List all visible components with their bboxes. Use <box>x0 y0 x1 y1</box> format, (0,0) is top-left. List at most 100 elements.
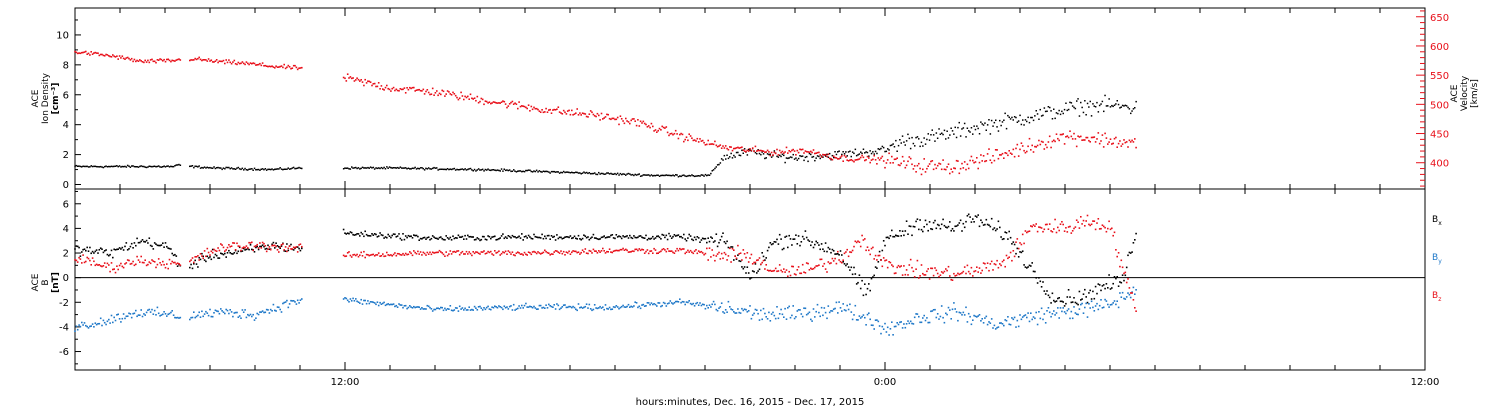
bx-series-point <box>515 237 518 239</box>
bx-series-point <box>116 248 118 251</box>
density-series-point <box>658 175 661 177</box>
bx-series-point <box>242 247 245 250</box>
bz-series-point <box>85 260 87 263</box>
by-series-point <box>615 305 618 307</box>
bz-series-point <box>706 247 708 250</box>
by-series-point <box>517 307 519 310</box>
velocity-series-point <box>118 55 121 57</box>
density-series-point <box>970 127 973 129</box>
bz-series-point <box>99 265 102 267</box>
density-series-point <box>191 165 194 167</box>
by-series-point <box>386 303 388 306</box>
bz-series-point <box>876 259 878 261</box>
velocity-series-point <box>406 87 408 89</box>
by-series-point <box>164 313 167 315</box>
velocity-series-point <box>530 105 533 108</box>
density-series-point <box>398 167 400 169</box>
by-series-point <box>409 305 411 307</box>
by-series-point <box>148 308 151 311</box>
bx-series-point <box>1034 270 1036 273</box>
density-series-point <box>506 169 508 171</box>
bz-series-point <box>458 253 461 256</box>
bz-series-point <box>974 270 977 272</box>
velocity-series-point <box>593 115 596 117</box>
velocity-series-point <box>133 58 136 61</box>
bz-series-point <box>473 252 476 255</box>
density-series-point <box>976 125 978 127</box>
bz-series-point <box>826 271 828 273</box>
bx-series-point <box>75 245 78 247</box>
bz-series-point <box>1011 259 1013 262</box>
bx-series-point <box>1092 290 1094 293</box>
by-series-point <box>469 309 472 311</box>
by-series-point <box>512 303 515 306</box>
bz-series-point <box>646 249 649 251</box>
velocity-series-point <box>553 108 555 111</box>
by-series-point <box>723 312 726 314</box>
by-series-point <box>696 301 699 304</box>
bz-series-point <box>923 274 925 276</box>
by-series-point <box>430 308 433 310</box>
bz-series-point <box>905 269 908 271</box>
by-series-point <box>842 303 844 305</box>
by-series-point <box>634 301 636 303</box>
bz-series-point <box>171 260 173 263</box>
density-tick-label: 8 <box>63 60 69 71</box>
bz-series-point <box>141 261 144 264</box>
density-series-point <box>540 170 542 173</box>
velocity-series-point <box>215 59 218 61</box>
bz-series-point <box>209 254 211 256</box>
velocity-series-point <box>498 102 500 104</box>
by-series-point <box>826 317 828 320</box>
bz-series-point <box>1028 230 1031 232</box>
density-series-point <box>683 174 685 176</box>
bz-series-point <box>224 250 226 252</box>
bx-series-point <box>859 287 862 290</box>
velocity-series-point <box>175 59 178 61</box>
velocity-series-point <box>584 113 587 115</box>
bz-series-point <box>257 247 260 249</box>
bx-series-point <box>155 243 157 245</box>
density-series-point <box>846 155 848 157</box>
velocity-series-point <box>947 163 950 165</box>
bx-series-point <box>963 226 966 229</box>
by-series-point <box>241 309 244 311</box>
velocity-series-point <box>404 92 407 94</box>
velocity-series-point <box>854 159 857 161</box>
by-series-point <box>554 308 557 310</box>
density-series-point <box>264 168 267 170</box>
velocity-series-point <box>1001 152 1004 155</box>
velocity-series-point <box>751 147 754 149</box>
bz-series-point <box>552 253 554 255</box>
bz-series-point <box>450 253 453 255</box>
bx-series-point <box>1065 302 1067 305</box>
by-series-point <box>741 307 743 310</box>
bz-series-point <box>533 250 535 253</box>
velocity-series-point <box>704 144 707 146</box>
by-series-point <box>400 304 403 306</box>
velocity-series-point <box>557 106 560 108</box>
bx-series-point <box>431 235 434 237</box>
bz-series-point <box>564 254 566 256</box>
velocity-series-point <box>940 168 943 171</box>
density-series-point <box>869 150 871 152</box>
bx-series-point <box>719 239 722 241</box>
bz-series-point <box>136 255 138 258</box>
by-series-point <box>812 308 815 310</box>
bz-series-point <box>382 253 384 255</box>
velocity-series-point <box>454 94 457 97</box>
density-series-point <box>526 169 528 172</box>
bx-series-point <box>872 276 874 278</box>
density-series-point <box>783 154 785 157</box>
density-series-point <box>845 151 847 153</box>
by-series-point <box>693 305 696 307</box>
velocity-series-point <box>564 111 566 114</box>
by-series-point <box>857 319 859 321</box>
bz-series-point <box>627 251 630 253</box>
by-series-point <box>915 313 917 315</box>
bz-series-point <box>999 263 1001 265</box>
by-series-point <box>850 311 853 313</box>
velocity-series-point <box>554 109 557 111</box>
bx-series-point <box>606 236 608 239</box>
by-series-point <box>576 309 578 312</box>
